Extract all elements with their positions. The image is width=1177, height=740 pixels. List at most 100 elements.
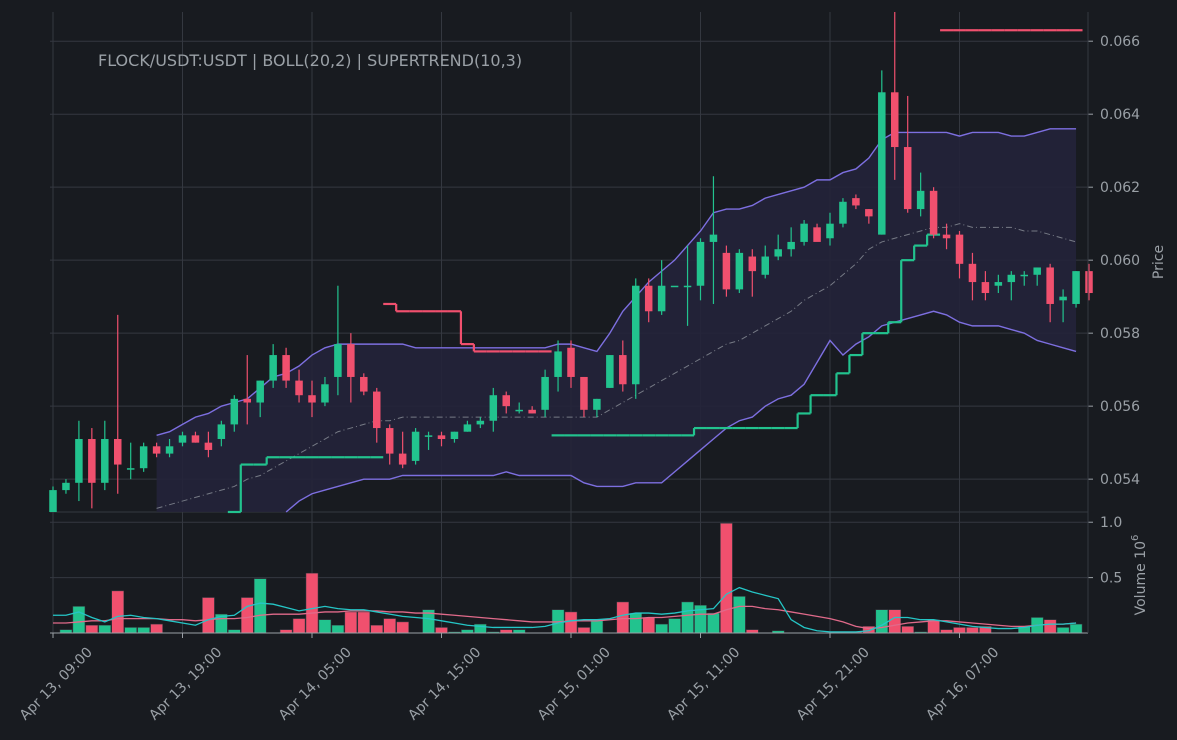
volume-bar	[253, 578, 267, 634]
candle-body	[126, 468, 135, 470]
volume-bar	[901, 626, 914, 634]
volume-bar	[111, 590, 124, 634]
bollinger-lower-line	[285, 310, 1077, 513]
candle-body	[955, 234, 964, 264]
candle-body	[282, 355, 290, 381]
volume-bar	[137, 627, 150, 634]
candle-body	[515, 409, 523, 412]
volume-layer	[53, 523, 1083, 634]
candle-body	[683, 285, 692, 288]
candle-body	[88, 439, 96, 483]
price-tick-label: 0.058	[1100, 326, 1140, 342]
supertrend-layer	[227, 29, 1083, 514]
candle-body	[295, 380, 303, 396]
volume-bar	[590, 619, 604, 634]
bollinger-band-fill	[156, 128, 1077, 512]
volume-bar	[953, 627, 966, 634]
candle-body	[1072, 271, 1080, 304]
candle-body	[761, 256, 769, 275]
candle-body	[657, 285, 666, 312]
candle-body	[554, 351, 562, 377]
candle-body	[981, 282, 990, 294]
candle-body	[644, 285, 653, 312]
price-axis-label: Price	[1151, 245, 1167, 279]
candle-body	[1085, 271, 1093, 294]
candle-body	[916, 190, 925, 210]
candle-body	[722, 252, 731, 290]
bollinger-upper-line	[156, 128, 1077, 437]
candle-body	[839, 201, 847, 224]
volume-bar	[124, 627, 137, 634]
candle-body	[968, 263, 977, 283]
volume-bar	[370, 624, 383, 634]
volume-bar	[655, 623, 668, 634]
volume-bar	[435, 627, 448, 634]
candle-body	[450, 431, 459, 440]
candle-body	[489, 395, 498, 421]
chart-title: FLOCK/USDT:USDT | BOLL(20,2) | SUPERTREN…	[98, 51, 522, 70]
volume-bar	[150, 623, 163, 634]
volume-bar	[681, 601, 694, 634]
candle-body	[994, 282, 1003, 286]
candle-body	[334, 344, 342, 377]
candle-body	[398, 453, 407, 465]
candle-body	[1059, 296, 1067, 301]
candle-body	[826, 223, 834, 239]
candle-body	[373, 391, 381, 429]
volume-bar	[85, 624, 99, 634]
volume-bar	[305, 572, 319, 634]
candle-body	[308, 395, 316, 403]
candle-body	[632, 285, 640, 385]
candle-body	[321, 384, 329, 403]
volume-bar	[888, 609, 901, 634]
candle-body	[1020, 274, 1028, 277]
volume-bar	[1069, 623, 1083, 634]
price-tick-label: 0.062	[1100, 180, 1140, 196]
candle-body	[541, 376, 549, 410]
volume-bar	[357, 611, 371, 634]
candle-body	[606, 355, 614, 388]
candle-body	[62, 482, 70, 491]
candle-body	[528, 409, 536, 414]
price-tick-label: 0.066	[1100, 34, 1140, 50]
candle-body	[49, 490, 57, 512]
candle-body	[696, 241, 705, 286]
price-tick-label: 0.064	[1100, 107, 1140, 123]
candle-body	[735, 252, 744, 290]
volume-axis-label-text: Volume	[1133, 559, 1149, 616]
bollinger-layer	[156, 128, 1077, 513]
candle-body	[437, 435, 446, 440]
volume-bar	[720, 523, 733, 634]
candle-body	[165, 446, 174, 454]
candle-body	[347, 344, 355, 377]
candle-body	[230, 398, 239, 425]
candle-body	[178, 435, 187, 443]
volume-tick-label: 1.0	[1100, 515, 1122, 531]
volume-bar	[72, 606, 86, 634]
volume-bar	[733, 596, 746, 634]
candle-body	[619, 355, 627, 385]
volume-bar	[642, 617, 655, 634]
candle-body	[1033, 267, 1041, 275]
candle-body	[709, 234, 718, 242]
candle-body	[942, 234, 951, 239]
volume-bar	[668, 618, 681, 634]
candle-body	[800, 223, 808, 242]
volume-bar	[966, 627, 979, 634]
volume-bar	[564, 611, 578, 634]
candle-body	[411, 431, 420, 461]
candle-body	[878, 92, 886, 235]
candle-body	[424, 435, 433, 437]
volume-bar	[331, 624, 345, 634]
volume-bar	[616, 601, 630, 634]
candle-body	[360, 376, 368, 392]
volume-bar	[1043, 619, 1057, 634]
candle-body	[463, 424, 472, 432]
volume-bar	[396, 621, 409, 634]
candle-body	[787, 241, 795, 250]
volume-tick-label: 0.5	[1100, 571, 1122, 587]
candle-body	[670, 285, 679, 288]
bollinger-middle-line	[156, 223, 1077, 509]
volume-bar	[344, 611, 358, 634]
